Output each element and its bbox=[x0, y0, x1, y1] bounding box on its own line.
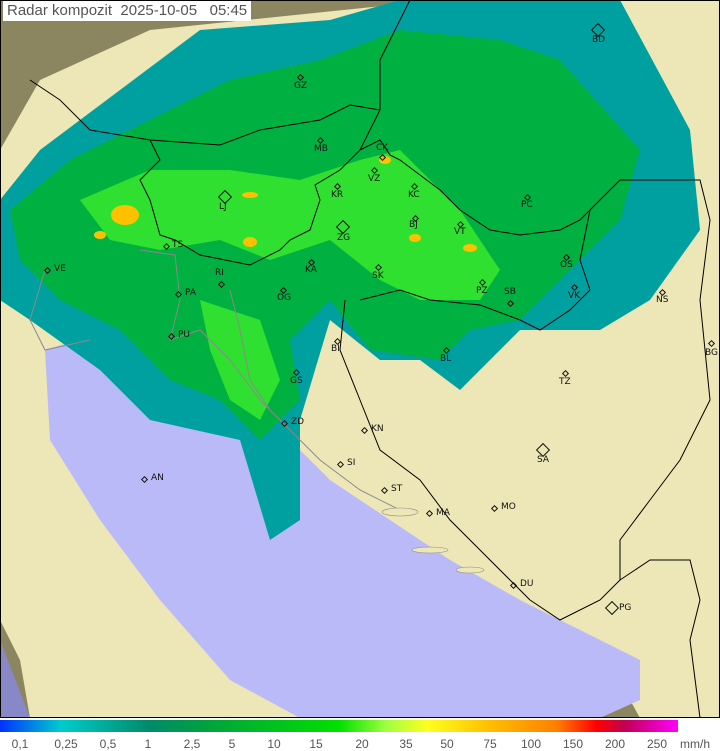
precipitation-legend: 0,1 0,25 0,5 1 2,5 5 10 15 20 35 50 75 100 150 200 250 … bbox=[0, 718, 720, 751]
city-label: VT bbox=[454, 227, 466, 237]
legend-tick-label: 150 bbox=[562, 737, 584, 751]
city-label: GZ bbox=[294, 81, 308, 91]
city-label: LJ bbox=[219, 202, 227, 212]
city-label: SA bbox=[537, 455, 550, 465]
legend-tick-label: 1 bbox=[144, 737, 152, 751]
legend-tick-label: 2,5 bbox=[183, 737, 201, 751]
legend-tick-label: 0,5 bbox=[99, 737, 117, 751]
city-label: DU bbox=[520, 579, 534, 589]
legend-tick-label: 35 bbox=[399, 737, 413, 751]
legend-tick-label: 75 bbox=[483, 737, 497, 751]
city-label: CK bbox=[376, 143, 389, 153]
city-label: RI bbox=[215, 268, 224, 278]
city-label: MO bbox=[501, 502, 516, 512]
city-label: VK bbox=[568, 291, 581, 301]
city-label: BD bbox=[592, 35, 606, 45]
radar-map[interactable] bbox=[0, 0, 720, 718]
city-label: BL bbox=[440, 354, 452, 364]
legend-tick-label: 250 bbox=[646, 737, 668, 751]
legend-tick-label: 0,1 bbox=[11, 737, 29, 751]
city-label: SB bbox=[504, 287, 516, 297]
city-label: PU bbox=[178, 330, 191, 340]
legend-tick-label: 0,25 bbox=[54, 737, 78, 751]
open-sea-outside bbox=[0, 640, 30, 718]
city-label: AN bbox=[151, 473, 164, 483]
islands bbox=[381, 507, 485, 574]
city-label: BI bbox=[331, 344, 340, 354]
color-scale-bar bbox=[0, 720, 678, 732]
legend-tick-label: 10 bbox=[267, 737, 281, 751]
city-label: SK bbox=[372, 271, 384, 281]
city-label: KR bbox=[331, 190, 344, 200]
legend-tick-label: 5 bbox=[228, 737, 236, 751]
city-label: ZD bbox=[291, 417, 305, 427]
city-label: VE bbox=[54, 264, 66, 274]
city-label: BJ bbox=[409, 220, 418, 230]
city-label: PA bbox=[185, 288, 197, 298]
city-label: KN bbox=[371, 424, 384, 434]
city-label: OG bbox=[277, 293, 292, 303]
coastlines bbox=[29, 249, 401, 511]
city-label: KC bbox=[408, 190, 420, 200]
city-label: NS bbox=[656, 295, 669, 305]
city-label: VZ bbox=[368, 174, 381, 184]
city-label: ST bbox=[391, 484, 403, 494]
map-title: Radar kompozit 2025-10-05 05:45 bbox=[3, 1, 252, 21]
legend-tick-label: 100 bbox=[520, 737, 542, 751]
city-label: OS bbox=[560, 260, 573, 270]
city-label: MB bbox=[314, 144, 328, 154]
city-label: GS bbox=[290, 376, 303, 386]
city-label: SI bbox=[347, 458, 356, 468]
legend-tick-label: 15 bbox=[309, 737, 323, 751]
legend-tick-label: 20 bbox=[355, 737, 369, 751]
city-label: TS bbox=[172, 240, 184, 250]
city-label: BG bbox=[705, 348, 718, 358]
legend-unit: mm/h bbox=[680, 737, 710, 751]
precipitation bbox=[0, 0, 700, 540]
city-label: KA bbox=[305, 265, 317, 275]
city-label: PG bbox=[619, 603, 632, 613]
city-label: TZ bbox=[559, 377, 571, 387]
city-label: PZ bbox=[476, 286, 488, 296]
legend-tick-label: 50 bbox=[440, 737, 454, 751]
city-label: MA bbox=[436, 508, 450, 518]
country-borders bbox=[29, 0, 711, 718]
city-label: PC bbox=[521, 200, 533, 210]
legend-tick-label: 200 bbox=[604, 737, 626, 751]
city-label: ZG bbox=[337, 233, 351, 243]
